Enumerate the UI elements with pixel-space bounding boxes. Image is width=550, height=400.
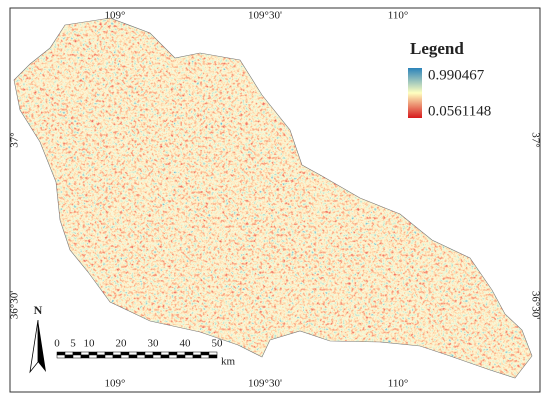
- legend-title: Legend: [410, 39, 464, 58]
- scale-label: 5: [70, 338, 76, 350]
- legend-min: 0.0561148: [428, 103, 491, 119]
- scale-segment: [72, 354, 82, 359]
- scale-segment: [176, 354, 186, 359]
- scale-segment: [136, 354, 146, 359]
- scale-segment: [88, 351, 98, 356]
- bottom-label: 110°: [388, 378, 409, 390]
- scale-segment: [80, 351, 90, 356]
- scale-label: 0: [54, 338, 60, 350]
- left-label: 36°30': [9, 291, 21, 319]
- scale-segment: [144, 354, 154, 359]
- scale-segment: [72, 351, 82, 356]
- scale-unit: km: [221, 356, 236, 368]
- top-label: 109°: [105, 10, 126, 22]
- scale-segment: [208, 351, 218, 356]
- scale-segment: [200, 354, 210, 359]
- scale-segment: [56, 351, 66, 356]
- bottom-label: 109°: [105, 378, 126, 390]
- scale-segment: [80, 354, 90, 359]
- scale-label: 40: [180, 338, 192, 350]
- scale-segment: [88, 354, 98, 359]
- north-label: N: [34, 303, 43, 317]
- scale-bar: 0 5 10 20 30 40 50 km: [54, 338, 235, 368]
- scale-segment: [128, 351, 138, 356]
- scale-segment: [160, 354, 170, 359]
- scale-segment: [192, 354, 202, 359]
- scale-label: 20: [116, 338, 128, 350]
- scale-segment: [144, 351, 154, 356]
- scale-segment: [128, 354, 138, 359]
- scale-segment: [168, 354, 178, 359]
- scale-segment: [96, 354, 106, 359]
- scale-label: 50: [212, 338, 224, 350]
- scale-segment: [160, 351, 170, 356]
- scale-segment: [64, 354, 74, 359]
- scale-segment: [208, 354, 218, 359]
- scale-segment: [184, 351, 194, 356]
- scale-segment: [136, 351, 146, 356]
- scale-segment: [152, 351, 162, 356]
- scale-segment: [96, 351, 106, 356]
- top-label: 110°: [388, 10, 409, 22]
- north-arrow: N: [29, 303, 46, 374]
- bottom-label: 109°30': [248, 378, 282, 390]
- scale-segment: [152, 354, 162, 359]
- legend-ramp: [408, 68, 422, 118]
- right-label: 37°: [529, 132, 541, 147]
- left-label: 37°: [9, 132, 21, 147]
- scale-segment: [56, 354, 66, 359]
- top-label: 109°30': [248, 10, 282, 22]
- basin-outline: [13, 17, 533, 379]
- scale-segment: [120, 354, 130, 359]
- scale-segment: [168, 351, 178, 356]
- scale-segment: [120, 351, 130, 356]
- scale-segment: [112, 351, 122, 356]
- scale-segment: [200, 351, 210, 356]
- scale-segment: [104, 351, 114, 356]
- scale-label: 30: [148, 338, 160, 350]
- scale-segment: [176, 351, 186, 356]
- scale-segment: [104, 354, 114, 359]
- scale-segment: [192, 351, 202, 356]
- frame: [9, 7, 541, 393]
- right-label: 36°30': [529, 291, 541, 319]
- scale-segment: [64, 351, 74, 356]
- scale-segment: [112, 354, 122, 359]
- scale-label: 10: [84, 338, 96, 350]
- scale-segment: [184, 354, 194, 359]
- legend-max: 0.990467: [428, 67, 485, 83]
